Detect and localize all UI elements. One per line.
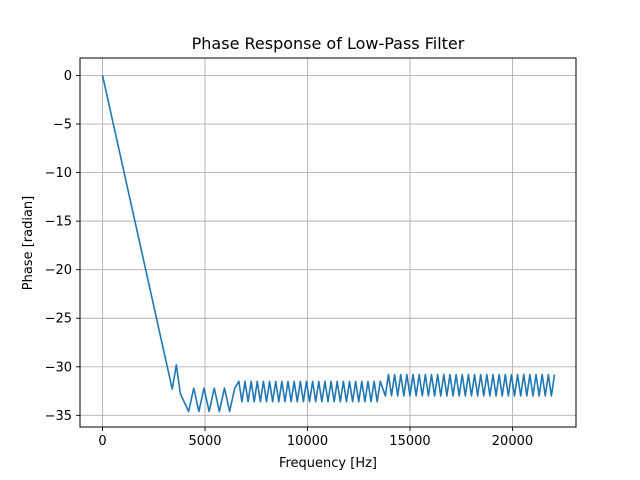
- x-tick-label: 10000: [287, 434, 328, 449]
- y-tick-label: −10: [45, 166, 72, 181]
- grid: [80, 58, 576, 427]
- y-tick-label: −25: [45, 312, 72, 327]
- x-tick-label: 15000: [389, 434, 430, 449]
- y-tick-label: −5: [53, 118, 72, 133]
- phase-series-line: [101, 75, 556, 413]
- y-tick-label: 0: [64, 69, 72, 84]
- data-layer: [101, 75, 556, 413]
- y-tick-label: −15: [45, 215, 72, 230]
- x-axis-label: Frequency [Hz]: [279, 456, 377, 471]
- chart-title: Phase Response of Low-Pass Filter: [192, 34, 465, 53]
- x-tick-label: 0: [98, 434, 106, 449]
- y-axis-label: Phase [radian]: [21, 196, 36, 290]
- y-tick-label: −30: [45, 360, 72, 375]
- axis-ticks: 0 5000 10000 15000 20000 0 −5 −10 −15 −20 −25 −30 −3…: [45, 69, 534, 449]
- y-tick-label: −35: [45, 409, 72, 424]
- x-tick-label: 5000: [188, 434, 221, 449]
- x-tick-label: 20000: [492, 434, 533, 449]
- plot-frame: [79, 57, 577, 428]
- y-tick-label: −20: [45, 263, 72, 278]
